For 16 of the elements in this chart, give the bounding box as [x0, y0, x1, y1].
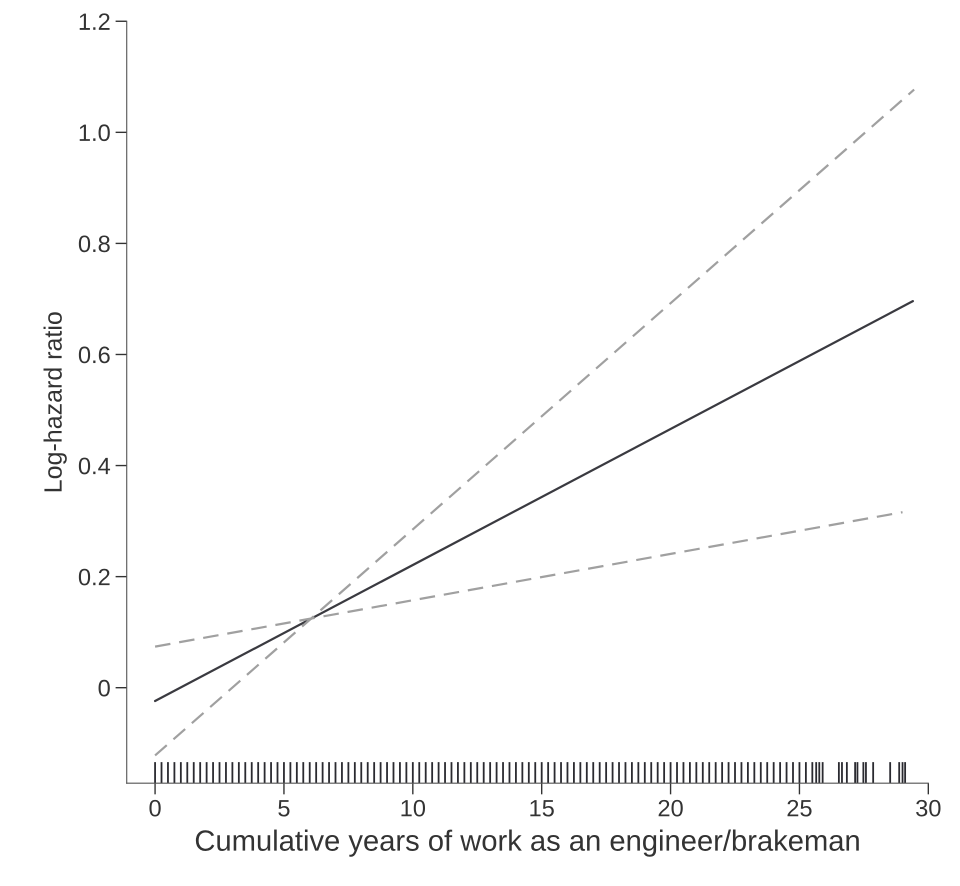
y-tick-label: 0.6 — [78, 346, 110, 364]
x-tick-label: 5 — [278, 800, 290, 817]
y-tick-label: 1.2 — [80, 13, 110, 30]
x-tick-label: 20 — [658, 800, 683, 817]
y-tick-label: 0.2 — [78, 568, 110, 586]
y-tick-label: 0.8 — [78, 235, 110, 252]
x-tick-label: 30 — [916, 800, 941, 817]
y-tick-label: 0 — [98, 680, 110, 696]
x-tick-label: 0 — [149, 800, 161, 817]
y-tick-label: 1.0 — [80, 124, 110, 142]
y-axis-title: Log-hazard ratio — [44, 312, 67, 492]
x-axis-title: Cumulative years of work as an engineer/brakeman — [196, 830, 859, 857]
x-tick-label: 15 — [530, 800, 554, 817]
x-tick-label: 25 — [788, 800, 812, 817]
x-tick-label: 10 — [401, 800, 426, 817]
y-tick-label: 0.4 — [78, 458, 110, 474]
